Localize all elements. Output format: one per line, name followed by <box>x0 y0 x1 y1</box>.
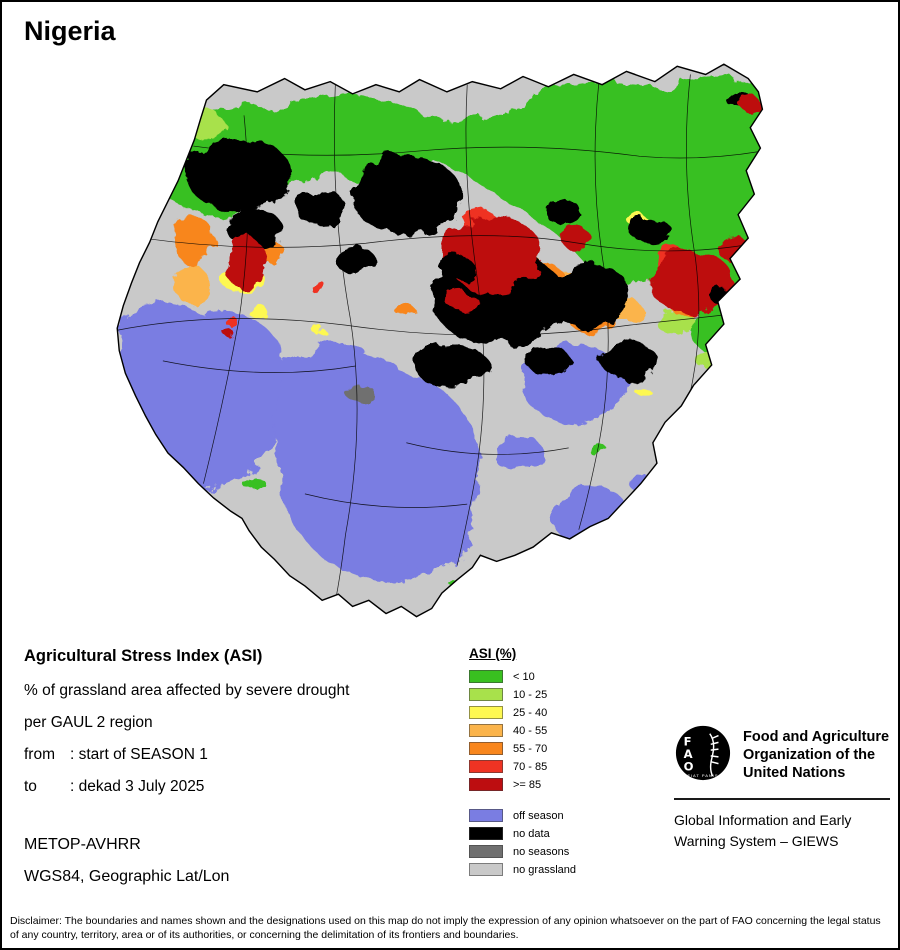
description-heading: Agricultural Stress Index (ASI) <box>24 647 263 665</box>
legend-swatch <box>469 809 503 822</box>
legend-swatch <box>469 778 503 791</box>
legend-row: >= 85 <box>469 778 576 791</box>
legend-row: 55 - 70 <box>469 742 576 755</box>
fao-divider <box>674 798 890 801</box>
legend-swatch <box>469 827 503 840</box>
nigeria-asi-map <box>116 63 764 618</box>
admin-boundaries <box>117 74 763 602</box>
sensor-name: METOP-AVHRR <box>24 836 141 853</box>
fao-org-name: Food and Agriculture Organization of the… <box>743 724 889 782</box>
page-title: Nigeria <box>24 16 116 46</box>
from-label: from <box>24 746 55 763</box>
legend-swatch <box>469 688 503 701</box>
legend-label: < 10 <box>513 670 535 683</box>
legend-label: 55 - 70 <box>513 742 548 755</box>
fao-logo-letter-o: O <box>684 759 694 773</box>
wheat-ear-icon <box>709 733 719 777</box>
to-label: to <box>24 778 37 795</box>
fao-logo-letter-f: F <box>684 734 692 748</box>
legend-label: no grassland <box>513 863 576 876</box>
legend-spacer <box>469 796 576 809</box>
fao-logo-motto: FIAT PANIS <box>687 773 718 778</box>
to-value: : dekad 3 July 2025 <box>70 778 205 795</box>
legend-row: off season <box>469 809 576 822</box>
fao-org-line-1: Food and Agriculture <box>743 729 890 745</box>
description-line-2: per GAUL 2 region <box>24 714 153 731</box>
legend-label: no seasons <box>513 845 570 858</box>
legend-swatch <box>469 845 503 858</box>
patches-no-seasons <box>345 385 376 402</box>
projection-name: WGS84, Geographic Lat/Lon <box>24 868 230 885</box>
fao-block: F A O FIAT PANIS Food and Agriculture Or… <box>674 724 890 852</box>
legend-label: 40 - 55 <box>513 724 548 737</box>
legend-label: 70 - 85 <box>513 760 548 773</box>
giews-label: Global Information and Early Warning Sys… <box>674 810 890 852</box>
patches-no-data-accents <box>438 200 734 326</box>
period-from: from : start of SEASON 1 <box>24 746 444 764</box>
legend-row: no seasons <box>469 845 576 858</box>
legend-label: off season <box>513 809 564 822</box>
fao-org-line-2: Organization of the <box>743 747 876 764</box>
legend-row: 10 - 25 <box>469 688 576 701</box>
legend-row: 70 - 85 <box>469 760 576 773</box>
country-border <box>116 63 764 618</box>
legend-label: no data <box>513 827 550 840</box>
description-line-1: % of grassland area affected by severe d… <box>24 682 350 699</box>
fao-logo-letter-a: A <box>684 747 693 761</box>
legend-swatch <box>469 670 503 683</box>
map-description: Agricultural Stress Index (ASI) % of gra… <box>24 647 444 886</box>
legend-row: 25 - 40 <box>469 706 576 719</box>
giews-line-1: Global Information and Early <box>674 812 852 829</box>
legend-row: no grassland <box>469 863 576 876</box>
legend-label: 10 - 25 <box>513 688 548 701</box>
legend-swatch <box>469 742 503 755</box>
legend: ASI (%) < 10 10 - 25 25 - 40 40 - 55 55 … <box>469 646 576 881</box>
legend-row: no data <box>469 827 576 840</box>
legend-swatch <box>469 724 503 737</box>
legend-swatch <box>469 863 503 876</box>
legend-swatch <box>469 706 503 719</box>
legend-label: 25 - 40 <box>513 706 548 719</box>
giews-line-2: Warning System – GIEWS <box>674 833 839 850</box>
period-to: to : dekad 3 July 2025 <box>24 778 444 796</box>
disclaimer-text: Disclaimer: The boundaries and names sho… <box>10 914 881 942</box>
fao-logo-icon: F A O FIAT PANIS <box>675 725 731 781</box>
legend-title: ASI (%) <box>469 646 517 661</box>
legend-swatch <box>469 760 503 773</box>
legend-label: >= 85 <box>513 778 542 791</box>
from-value: : start of SEASON 1 <box>70 746 208 763</box>
fao-org-line-3: United Nations <box>743 765 846 782</box>
legend-row: 40 - 55 <box>469 724 576 737</box>
legend-row: < 10 <box>469 670 576 683</box>
